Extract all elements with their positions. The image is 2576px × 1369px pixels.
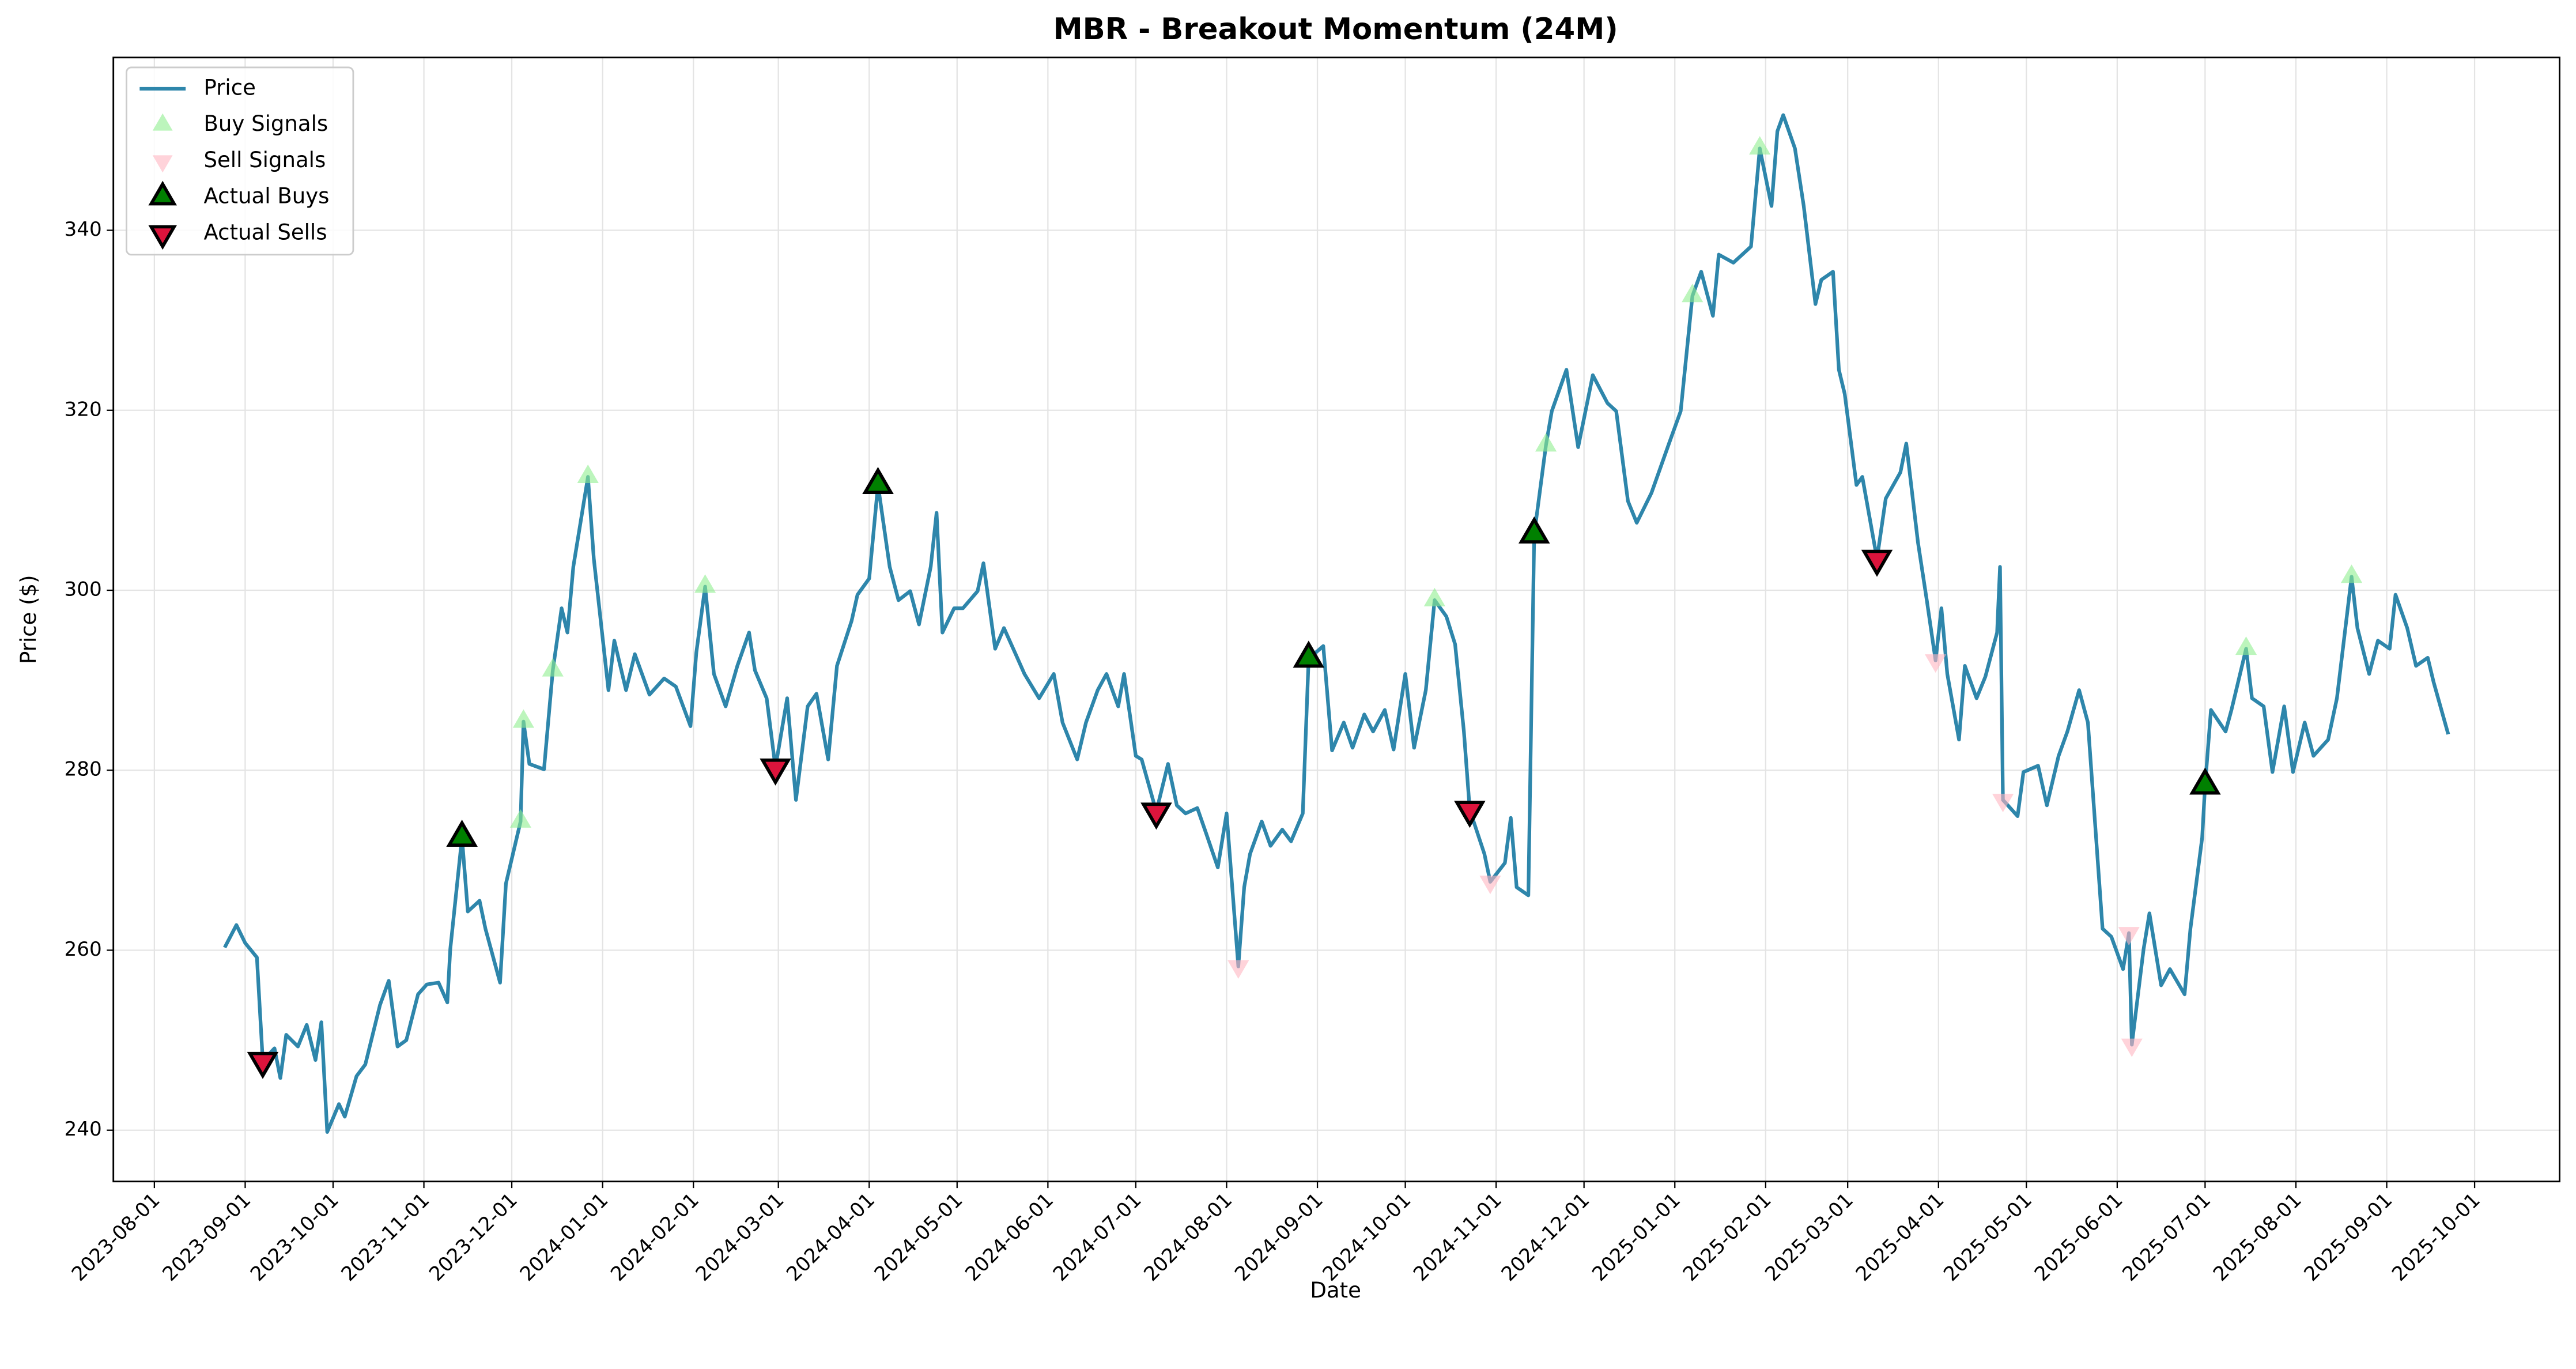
actual-signal-marker bbox=[1293, 640, 1325, 668]
signal-marker bbox=[2118, 927, 2140, 946]
signal-marker bbox=[1682, 284, 1704, 303]
actual-signal-marker bbox=[446, 819, 478, 847]
y-tick-label: 320 bbox=[64, 398, 101, 421]
y-tick-label: 300 bbox=[64, 578, 101, 601]
signal-marker bbox=[1925, 654, 1947, 673]
legend-box bbox=[126, 66, 354, 256]
signal-marker bbox=[542, 658, 564, 677]
signal-marker bbox=[1423, 587, 1445, 606]
signal-marker bbox=[512, 709, 535, 728]
actual-signal-marker bbox=[1454, 801, 1486, 828]
legend-swatch bbox=[148, 180, 177, 206]
signal-marker bbox=[1479, 876, 1501, 895]
legend-label: Sell Signals bbox=[203, 148, 326, 172]
signal-marker bbox=[2235, 636, 2257, 655]
legend-label: Actual Buys bbox=[203, 184, 329, 209]
signal-marker bbox=[2121, 1038, 2143, 1057]
legend: Price Buy Signals Sell Signals Actual Buys A… bbox=[126, 66, 354, 256]
signal-marker bbox=[1992, 794, 2014, 813]
signal-marker bbox=[2340, 564, 2363, 583]
legend-swatch bbox=[152, 113, 173, 131]
signal-marker bbox=[1749, 136, 1771, 155]
actual-signal-marker bbox=[862, 467, 894, 495]
actual-signal-marker bbox=[1140, 802, 1172, 830]
signal-marker bbox=[577, 464, 599, 483]
actual-signal-marker bbox=[1861, 549, 1893, 577]
legend-swatch bbox=[152, 155, 173, 173]
plot-frame bbox=[112, 56, 2560, 1183]
x-axis-label: Date bbox=[1310, 1278, 1361, 1303]
signal-marker bbox=[1535, 433, 1557, 452]
y-tick-label: 280 bbox=[64, 758, 101, 781]
actual-signal-marker bbox=[2189, 767, 2221, 795]
legend-swatch bbox=[148, 225, 177, 250]
y-tick-label: 240 bbox=[64, 1118, 101, 1141]
actual-signal-marker bbox=[1518, 516, 1550, 544]
y-axis-label: Price ($) bbox=[16, 575, 41, 664]
actual-signal-marker bbox=[247, 1051, 279, 1079]
price-line bbox=[223, 113, 2450, 1134]
y-tick-label: 260 bbox=[64, 938, 101, 961]
legend-label: Price bbox=[203, 75, 255, 100]
legend-label: Buy Signals bbox=[203, 111, 328, 136]
actual-signal-marker bbox=[760, 758, 791, 786]
legend-label: Actual Sells bbox=[203, 220, 327, 244]
y-tick-label: 340 bbox=[64, 218, 101, 241]
signal-marker bbox=[694, 574, 716, 593]
signal-marker bbox=[509, 809, 531, 828]
chart-title: MBR - Breakout Momentum (24M) bbox=[1053, 12, 1618, 47]
signal-marker bbox=[1227, 960, 1249, 979]
